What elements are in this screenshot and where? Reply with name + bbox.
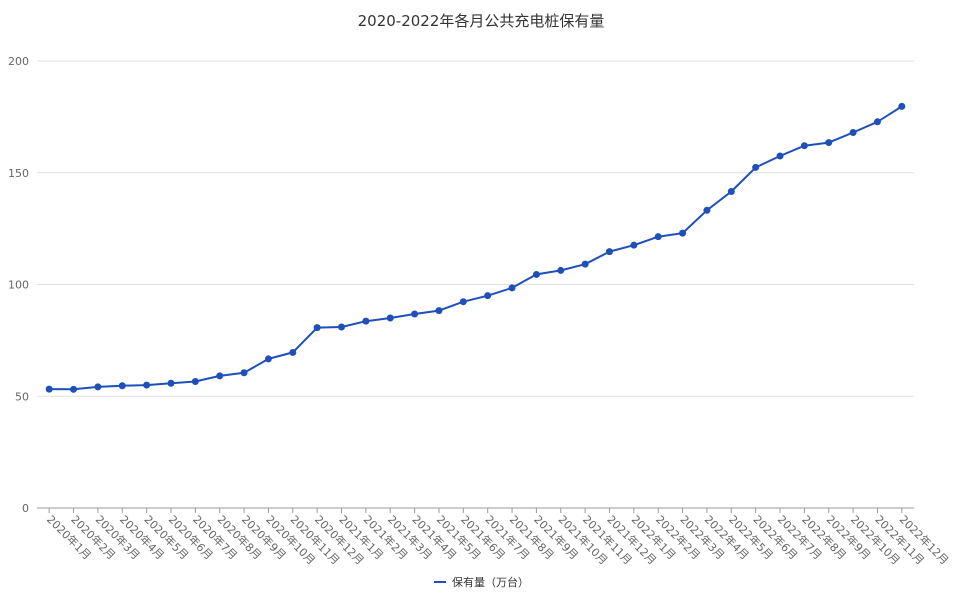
- y-axis: 0 50 100 150 200: [8, 55, 29, 515]
- data-point[interactable]: [508, 284, 516, 292]
- data-point[interactable]: [703, 206, 711, 214]
- data-point[interactable]: [240, 369, 248, 377]
- data-point[interactable]: [630, 241, 638, 249]
- data-point[interactable]: [873, 118, 881, 126]
- data-point[interactable]: [825, 139, 833, 147]
- data-point[interactable]: [800, 142, 808, 150]
- data-point[interactable]: [313, 324, 321, 332]
- data-point[interactable]: [45, 385, 53, 393]
- y-tick-label: 100: [8, 279, 29, 292]
- data-point[interactable]: [411, 310, 419, 318]
- data-point[interactable]: [264, 355, 272, 363]
- chart-title: 2020-2022年各月公共充电桩保有量: [358, 12, 605, 30]
- legend-label: 保有量（万台）: [452, 575, 529, 589]
- grid-lines: [37, 60, 914, 397]
- data-point[interactable]: [752, 163, 760, 171]
- data-point[interactable]: [338, 323, 346, 331]
- data-point[interactable]: [484, 292, 492, 300]
- data-point[interactable]: [605, 248, 613, 256]
- data-point[interactable]: [289, 348, 297, 356]
- data-point[interactable]: [898, 102, 906, 110]
- data-point[interactable]: [727, 188, 735, 196]
- data-point[interactable]: [654, 233, 662, 241]
- data-point[interactable]: [70, 385, 78, 393]
- data-point[interactable]: [216, 372, 224, 380]
- data-point[interactable]: [386, 314, 394, 322]
- data-point[interactable]: [581, 260, 589, 268]
- data-point[interactable]: [435, 307, 443, 315]
- data-point[interactable]: [557, 266, 565, 274]
- legend[interactable]: 保有量（万台）: [434, 575, 529, 589]
- plot-area: [45, 102, 906, 393]
- data-point[interactable]: [94, 383, 102, 391]
- data-point[interactable]: [118, 382, 126, 390]
- data-point[interactable]: [776, 152, 784, 160]
- data-point[interactable]: [849, 129, 857, 137]
- data-point[interactable]: [167, 379, 175, 387]
- data-point[interactable]: [143, 381, 151, 389]
- series-line: [49, 105, 903, 391]
- y-tick-label: 0: [22, 502, 29, 515]
- data-point[interactable]: [362, 317, 370, 325]
- data-point[interactable]: [191, 377, 199, 385]
- data-point[interactable]: [532, 270, 540, 278]
- data-point[interactable]: [679, 229, 687, 237]
- y-tick-label: 150: [8, 167, 29, 180]
- y-tick-label: 200: [8, 55, 29, 68]
- x-axis: 2020年1月2020年2月2020年3月2020年4月2020年5月2020年…: [37, 507, 952, 567]
- y-tick-label: 50: [15, 390, 29, 403]
- data-point[interactable]: [459, 298, 467, 306]
